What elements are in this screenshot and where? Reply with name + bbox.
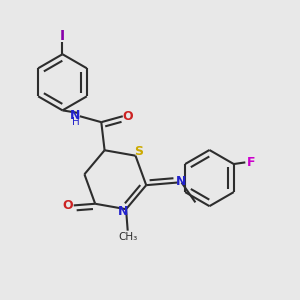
Text: I: I — [60, 29, 65, 43]
Text: H: H — [72, 117, 80, 127]
Text: O: O — [123, 110, 134, 123]
Text: N: N — [70, 109, 81, 122]
Text: S: S — [134, 145, 142, 158]
Text: N: N — [176, 175, 187, 188]
Text: F: F — [247, 156, 255, 169]
Text: N: N — [118, 205, 129, 218]
Text: O: O — [62, 199, 73, 212]
Text: CH₃: CH₃ — [118, 232, 137, 242]
